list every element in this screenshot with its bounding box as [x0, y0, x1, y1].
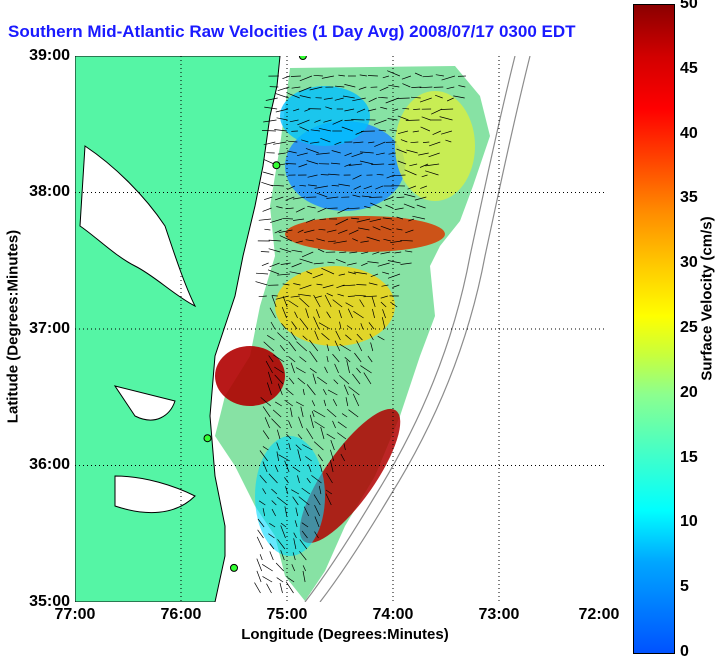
land-mass [75, 56, 280, 602]
colorbar-tick-label: 10 [680, 513, 720, 531]
velocity-arrow [257, 571, 261, 582]
colorbar-label: Surface Velocity (cm/s) [699, 209, 716, 389]
velocity-arrow [261, 252, 269, 253]
colorbar-tick-label: 15 [680, 449, 720, 467]
colorbar-tick-label: 50 [680, 0, 720, 13]
velocity-arrow [369, 197, 382, 198]
x-tick-label: 76:00 [151, 606, 211, 624]
velocity-map-svg [75, 56, 605, 602]
velocity-arrow [277, 578, 283, 582]
x-axis-label: Longitude (Degrees:Minutes) [215, 626, 475, 643]
radar-station-marker [204, 435, 211, 442]
velocity-arrow [406, 120, 420, 121]
colorbar-tick-label: 0 [680, 643, 720, 661]
velocity-arrow [348, 296, 355, 297]
velocity-arrow [260, 554, 262, 560]
velocity-arrow [256, 273, 268, 274]
velocity-arrow [291, 76, 301, 77]
y-axis-label: Latitude (Degrees:Minutes) [5, 222, 22, 432]
radar-station-marker [273, 162, 280, 169]
velocity-arrow [267, 584, 272, 593]
velocity-arrow [264, 229, 270, 230]
y-tick-label: 39:00 [0, 47, 70, 65]
velocity-arrow [345, 120, 354, 121]
y-tick-label: 36:00 [0, 456, 70, 474]
colorbar-tick-label: 5 [680, 578, 720, 596]
velocity-arrow [356, 285, 366, 286]
velocity-arrow [263, 576, 273, 582]
colorbar-tick-label: 35 [680, 189, 720, 207]
velocity-arrow [256, 282, 268, 285]
velocity-arrow [255, 583, 261, 593]
velocity-arrow [280, 583, 283, 593]
radar-station-marker [231, 564, 238, 571]
velocity-arrow [321, 175, 329, 176]
map-title: Southern Mid-Atlantic Raw Velocities (1 … [8, 22, 528, 42]
velocity-arrow [263, 172, 274, 175]
velocity-arrow [327, 208, 337, 209]
x-tick-label: 72:00 [569, 606, 629, 624]
velocity-arrow [351, 120, 364, 121]
radar-station-marker [299, 56, 306, 60]
x-tick-label: 74:00 [363, 606, 423, 624]
y-tick-label: 38:00 [0, 183, 70, 201]
velocity-arrow [262, 263, 269, 266]
x-tick-label: 73:00 [469, 606, 529, 624]
velocity-arrow [270, 551, 274, 560]
x-tick-label: 77:00 [45, 606, 105, 624]
velocity-arrow [264, 160, 274, 164]
x-tick-label: 75:00 [257, 606, 317, 624]
velocity-arrow [262, 564, 273, 571]
velocity-arrow [263, 208, 272, 211]
colorbar-tick-label: 40 [680, 125, 720, 143]
colorbar-tick-label: 45 [680, 60, 720, 78]
velocity-arrow [257, 537, 263, 549]
velocity-arrow [441, 109, 453, 110]
velocity-arrow [257, 559, 262, 571]
velocity-arrow [264, 197, 272, 200]
velocity-arrow [286, 164, 297, 165]
map-plot-area [75, 56, 605, 602]
velocity-arrow [397, 98, 410, 99]
velocity-arrow [368, 76, 378, 77]
colorbar [633, 4, 675, 654]
velocity-arrow [259, 219, 271, 220]
velocity-arrow [272, 296, 278, 297]
